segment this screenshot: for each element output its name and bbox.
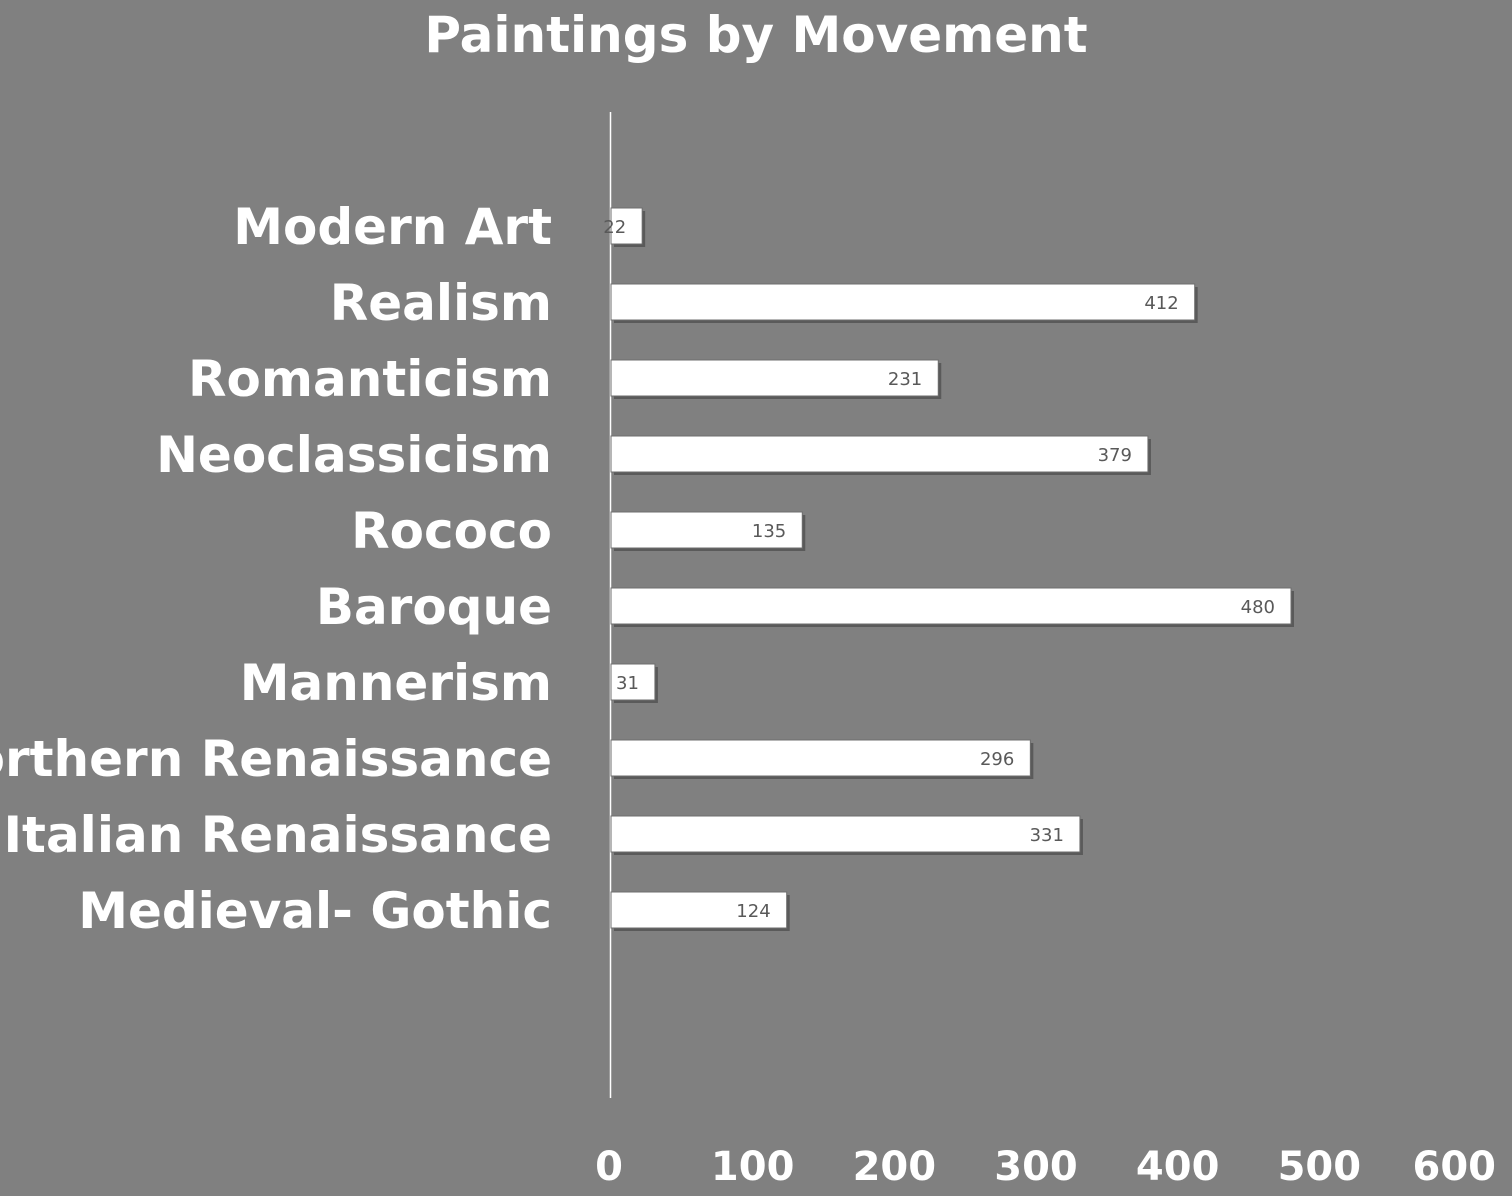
bar-rococo — [610, 511, 803, 549]
bar-neoclassicism — [610, 435, 1149, 473]
data-label-realism: 412 — [1144, 293, 1178, 314]
data-label-baroque: 480 — [1241, 597, 1275, 618]
category-labels: Medieval- Gothic Italian Renaissance North… — [0, 198, 552, 940]
data-label-modern-art: 22 — [603, 217, 626, 238]
bars-layer: 124 331 296 31 480 135 379 231 412 22 — [603, 207, 1295, 931]
bar-realism — [610, 283, 1196, 321]
bar-italian-renaissance — [610, 815, 1081, 853]
category-label-italian-renaissance: Italian Renaissance — [3, 806, 552, 864]
x-tick-label-100: 100 — [711, 1144, 795, 1190]
x-tick-label-400: 400 — [1136, 1144, 1220, 1190]
category-label-rococo: Rococo — [351, 502, 552, 560]
bar-modern-art — [610, 207, 643, 245]
data-label-northern-renaissance: 296 — [980, 749, 1014, 770]
bar-northern-renaissance — [610, 739, 1031, 777]
x-tick-label-300: 300 — [994, 1144, 1078, 1190]
category-label-modern-art: Modern Art — [233, 198, 552, 256]
category-label-mannerism: Mannerism — [240, 654, 552, 712]
x-tick-label-200: 200 — [853, 1144, 937, 1190]
category-label-medieval-gothic: Medieval- Gothic — [78, 882, 552, 940]
bar-mannerism — [610, 663, 656, 701]
category-label-baroque: Baroque — [316, 578, 552, 636]
category-label-realism: Realism — [330, 274, 552, 332]
bar-baroque — [610, 587, 1292, 625]
category-label-neoclassicism: Neoclassicism — [156, 426, 552, 484]
category-label-romanticism: Romanticism — [188, 350, 552, 408]
data-label-italian-renaissance: 331 — [1030, 825, 1064, 846]
x-tick-label-500: 500 — [1278, 1144, 1362, 1190]
bar-romanticism — [610, 359, 939, 397]
data-label-mannerism: 31 — [616, 673, 639, 694]
chart-title: Paintings by Movement — [424, 6, 1087, 64]
data-label-neoclassicism: 379 — [1098, 445, 1132, 466]
data-label-romanticism: 231 — [888, 369, 922, 390]
category-label-northern-renaissance: Northern Renaissance — [0, 730, 552, 788]
data-label-rococo: 135 — [752, 521, 786, 542]
x-tick-label-600: 600 — [1413, 1144, 1497, 1190]
x-tick-label-0: 0 — [595, 1144, 623, 1190]
data-label-medieval-gothic: 124 — [736, 901, 770, 922]
x-axis-tick-labels: 0 100 200 300 400 500 600 — [595, 1144, 1496, 1190]
bar-medieval-gothic — [610, 891, 788, 929]
